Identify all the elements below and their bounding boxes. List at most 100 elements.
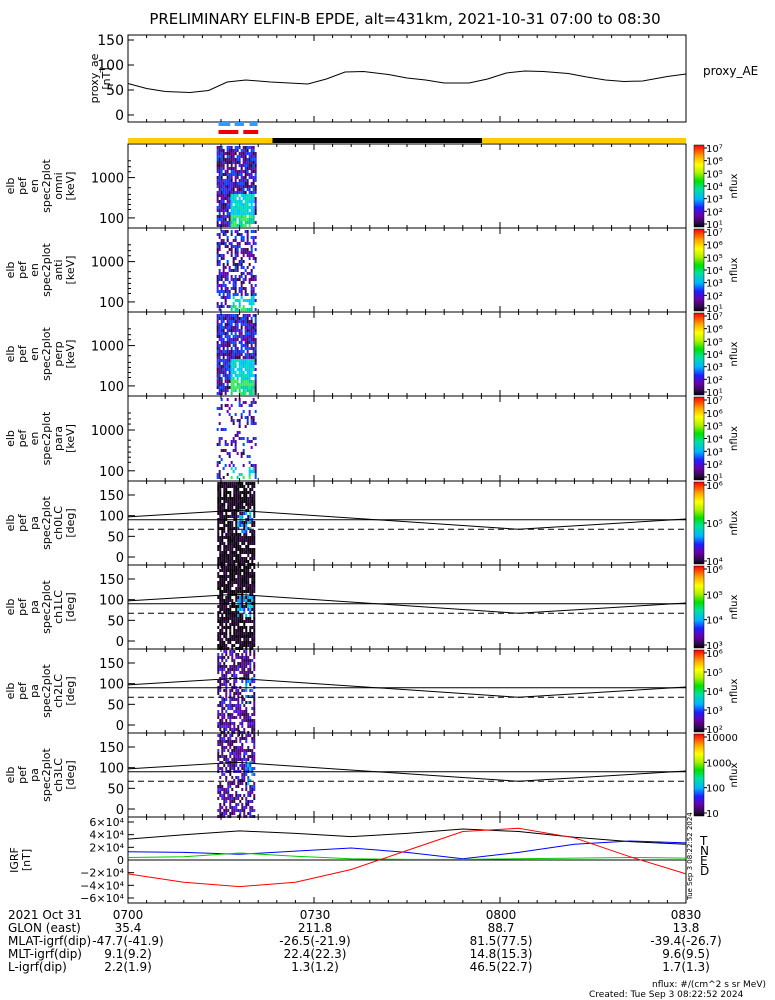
pa_ch0-pixel — [249, 494, 252, 497]
pa_ch1-pixel — [231, 569, 234, 572]
en_anti-pixel — [230, 251, 233, 254]
en_omni-pixel — [240, 155, 243, 158]
en_anti-pixel — [242, 305, 245, 308]
pa_ch1-pixel — [233, 620, 236, 623]
en_omni-pixel — [220, 170, 223, 173]
en_omni-pixel — [236, 170, 239, 173]
en_omni-pixel — [248, 176, 251, 179]
pa_ch1-pixel — [233, 581, 236, 584]
en_omni-pixel — [226, 209, 229, 212]
en_para-pixel — [216, 443, 219, 446]
pa_ch2-pixel — [241, 722, 244, 725]
pa_ch0-pixel — [239, 554, 242, 557]
en_perp-pixel — [220, 317, 223, 320]
pa_ch0-pixel — [225, 482, 228, 485]
pa_ch1-pixel — [233, 566, 236, 569]
en_perp-pixel — [242, 362, 245, 365]
en_anti-pixel — [234, 305, 237, 308]
pa_ch1-pixel — [253, 587, 256, 590]
en_anti-pixel — [232, 257, 235, 260]
en_omni-pixel — [240, 209, 243, 212]
en_perp-pixel — [230, 392, 233, 395]
en_perp-pixel — [234, 338, 237, 341]
en_perp-pixel — [230, 338, 233, 341]
pa_ch1-pixel — [241, 584, 244, 587]
pa_ch2-pixel — [227, 671, 230, 674]
pa_ch1-pixel — [217, 605, 220, 608]
pa_ch0-pixel — [241, 485, 244, 488]
en_omni-pixel — [250, 185, 253, 188]
colorbar-label: 10¹ — [706, 220, 723, 231]
en_omni-pixel — [250, 155, 253, 158]
pa_ch0-pixel — [227, 548, 230, 551]
en_omni-pixel — [232, 158, 235, 161]
en_omni-pixel — [244, 167, 247, 170]
en_anti-pixel — [228, 281, 231, 284]
en_perp-pixel — [228, 338, 231, 341]
en_omni-pixel — [250, 176, 253, 179]
en_perp-pixel — [232, 371, 235, 374]
footer-units: nflux: #/(cm^2 s sr MeV) — [652, 980, 766, 990]
en_para-pixel — [254, 473, 257, 476]
en_perp-pixel — [240, 338, 243, 341]
en_omni-pixel — [228, 188, 231, 191]
pa_ch0-pixel — [221, 515, 224, 518]
pa_ch0-pixel — [237, 521, 240, 524]
pa_ch0-pixel — [219, 527, 222, 530]
en_para-pixel — [248, 440, 251, 443]
pa_ch3-pixel — [239, 779, 242, 782]
en_perp-pixel — [220, 392, 223, 395]
pa_ch3-pixel — [241, 764, 244, 767]
pa_ch1-pixel — [247, 638, 250, 641]
en_perp-pixel — [242, 359, 245, 362]
en_omni-pixel — [236, 146, 239, 149]
en_anti-pixel — [248, 281, 251, 284]
en_perp-pixel — [238, 320, 241, 323]
en_omni-pixel — [226, 191, 229, 194]
en_anti-pixel — [228, 305, 231, 308]
pa_ch0-pixel — [229, 497, 232, 500]
en_omni-pixel — [242, 209, 245, 212]
pa_ch2-pixel — [231, 716, 234, 719]
pa_ch3-pixel — [233, 779, 236, 782]
en_para-pixel — [250, 404, 253, 407]
pa_ch2-pixel — [221, 713, 224, 716]
en_omni-pixel — [228, 155, 231, 158]
pa_ch3-pixel — [235, 749, 238, 752]
pa_ch3-pixel — [217, 797, 220, 800]
en_omni-pixel — [242, 182, 245, 185]
en_perp-pixel — [246, 344, 249, 347]
pa_ch1-pixel — [237, 632, 240, 635]
pa_ch1-pixel — [233, 605, 236, 608]
pa_ch3-ylabel: pef — [16, 765, 29, 784]
en_omni-pixel — [220, 179, 223, 182]
pa_ch2-pixel — [253, 692, 256, 695]
pa_ch1-pixel — [251, 638, 254, 641]
en_omni-pixel — [228, 194, 231, 197]
pa_ch0-pixel — [227, 515, 230, 518]
en_omni-pixel — [220, 197, 223, 200]
en_omni-pixel — [238, 200, 241, 203]
en_perp-pixel — [232, 389, 235, 392]
pa_ch3-pixel — [245, 782, 248, 785]
pa_ch0-pixel — [247, 542, 250, 545]
pa_ch0-pixel — [239, 500, 242, 503]
en_perp-pixel — [232, 329, 235, 332]
en_anti-pixel — [250, 308, 253, 311]
pa_ch1-pixel — [219, 620, 222, 623]
en_anti-pixel — [254, 242, 257, 245]
en_perp-pixel — [246, 350, 249, 353]
en_omni-pixel — [246, 170, 249, 173]
pa_ch2-pixel — [221, 653, 224, 656]
pa_ch1-pixel — [225, 611, 228, 614]
en_anti-pixel — [244, 287, 247, 290]
en_para-pixel — [240, 455, 243, 458]
pa_ch2-pixel — [235, 668, 238, 671]
pa_ch2-pixel — [221, 716, 224, 719]
en_omni-pixel — [218, 185, 221, 188]
pa_ch0-pixel — [225, 494, 228, 497]
pa_ch2-pixel — [223, 677, 226, 680]
en_omni-pixel — [244, 206, 247, 209]
pa_ch0-pixel — [247, 551, 250, 554]
